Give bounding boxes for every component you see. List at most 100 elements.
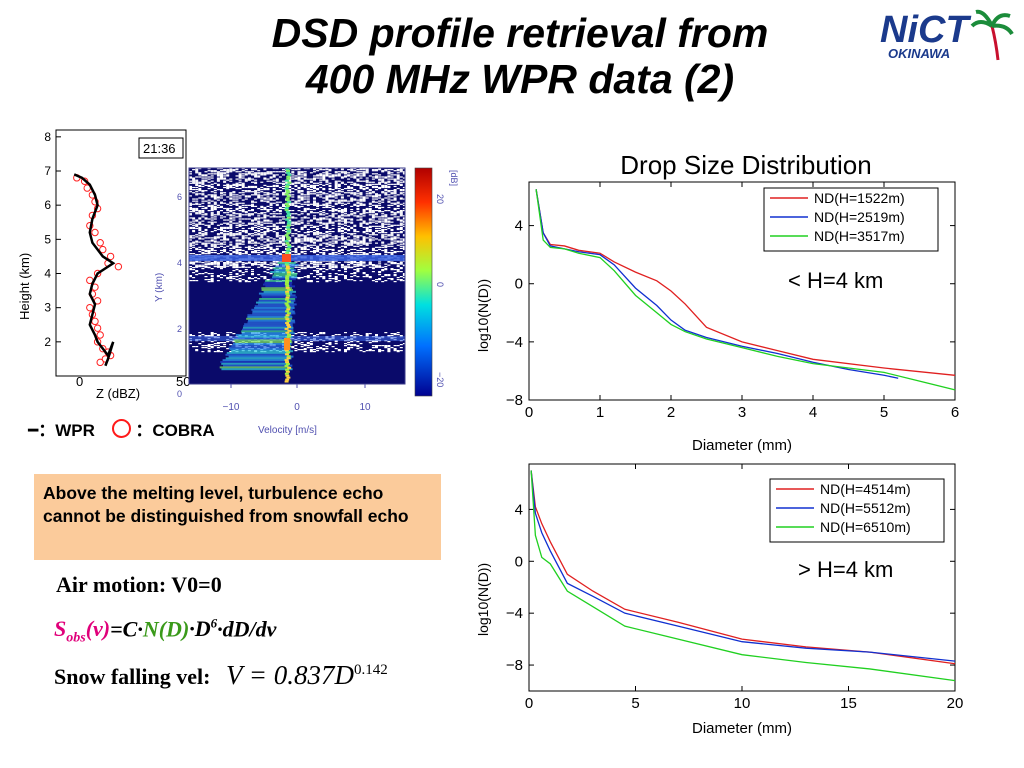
noise-speckle xyxy=(328,278,332,280)
noise-speckle xyxy=(396,207,400,210)
noise-speckle xyxy=(272,171,276,173)
noise-speckle xyxy=(331,248,335,251)
noise-speckle xyxy=(220,266,223,268)
noise-speckle xyxy=(210,346,214,348)
noise-speckle xyxy=(232,265,236,267)
noise-speckle xyxy=(288,180,292,182)
noise-speckle xyxy=(353,213,357,215)
y-tick-label: 4 xyxy=(44,267,51,281)
noise-speckle xyxy=(232,196,236,198)
noise-speckle xyxy=(192,192,196,194)
noise-speckle xyxy=(340,242,344,244)
noise-speckle xyxy=(368,276,372,278)
noise-speckle xyxy=(347,262,351,264)
noise-speckle xyxy=(402,246,405,248)
noise-speckle xyxy=(216,172,220,174)
noise-speckle xyxy=(316,189,320,191)
noise-speckle xyxy=(241,170,245,172)
spec-x-tick-label: −10 xyxy=(223,402,240,413)
noise-speckle xyxy=(344,173,347,175)
noise-speckle xyxy=(365,254,369,256)
noise-speckle xyxy=(257,233,261,235)
noise-speckle xyxy=(291,272,295,274)
turbulence-echo xyxy=(286,238,291,241)
noise-speckle xyxy=(393,262,397,264)
noise-speckle xyxy=(303,243,307,245)
noise-speckle xyxy=(266,244,270,246)
turbulence-echo xyxy=(284,353,289,356)
noise-speckle xyxy=(325,348,329,350)
noise-speckle xyxy=(198,233,202,235)
noise-speckle xyxy=(275,185,279,188)
noise-speckle xyxy=(269,213,273,215)
noise-speckle xyxy=(272,261,276,263)
y-tick-label: 7 xyxy=(44,164,51,178)
noise-speckle xyxy=(350,254,354,256)
noise-speckle xyxy=(303,174,307,176)
noise-speckle xyxy=(306,207,310,210)
noise-speckle xyxy=(337,199,341,201)
noise-speckle xyxy=(257,170,261,172)
noise-speckle xyxy=(201,197,205,199)
noise-speckle xyxy=(192,177,196,179)
noise-speckle xyxy=(396,181,400,183)
noise-speckle xyxy=(375,279,378,281)
noise-speckle xyxy=(381,180,385,182)
noise-speckle xyxy=(238,192,242,194)
noise-speckle xyxy=(337,219,341,221)
noise-speckle xyxy=(368,222,372,224)
noise-speckle xyxy=(207,335,211,337)
turbulence-echo xyxy=(285,370,290,373)
noise-speckle xyxy=(344,218,347,220)
noise-speckle xyxy=(220,175,223,177)
noise-speckle xyxy=(396,174,400,176)
noise-speckle xyxy=(207,281,211,283)
noise-speckle xyxy=(322,214,326,216)
noise-speckle xyxy=(192,269,196,271)
turbulence-echo xyxy=(285,285,290,287)
turbulence-echo xyxy=(285,189,290,192)
noise-speckle xyxy=(269,197,273,199)
noise-speckle xyxy=(223,262,227,264)
noise-speckle xyxy=(257,175,261,177)
echo-strip xyxy=(225,357,292,360)
noise-speckle xyxy=(316,170,320,172)
noise-speckle xyxy=(306,345,310,347)
noise-speckle xyxy=(266,243,270,245)
noise-speckle xyxy=(257,172,261,174)
noise-speckle xyxy=(192,226,196,228)
noise-speckle xyxy=(331,253,335,255)
noise-speckle xyxy=(313,349,316,351)
noise-speckle xyxy=(195,168,199,170)
noise-speckle xyxy=(316,239,320,241)
noise-speckle xyxy=(263,192,267,194)
noise-speckle xyxy=(375,205,378,207)
noise-speckle xyxy=(387,173,391,175)
turbulence-echo xyxy=(285,265,290,268)
noise-speckle xyxy=(195,264,199,266)
noise-speckle xyxy=(368,208,372,211)
noise-speckle xyxy=(251,210,254,212)
noise-speckle xyxy=(247,177,251,179)
noise-speckle xyxy=(334,220,338,222)
noise-speckle xyxy=(220,227,223,230)
noise-speckle xyxy=(275,253,279,255)
profile-marks xyxy=(73,173,123,367)
noise-speckle xyxy=(396,169,400,171)
noise-speckle xyxy=(365,193,369,195)
noise-speckle xyxy=(257,217,261,219)
noise-speckle xyxy=(226,185,230,188)
noise-speckle xyxy=(285,182,289,184)
noise-speckle xyxy=(362,253,366,255)
turbulence-echo xyxy=(286,169,291,172)
noise-speckle xyxy=(328,182,332,184)
noise-speckle xyxy=(220,176,223,178)
noise-speckle xyxy=(350,176,354,178)
noise-speckle xyxy=(235,213,239,215)
noise-speckle xyxy=(204,243,208,245)
noise-speckle xyxy=(337,194,341,196)
noise-speckle xyxy=(251,169,254,171)
noise-speckle xyxy=(371,181,375,183)
noise-speckle xyxy=(223,344,227,346)
noise-speckle xyxy=(387,275,391,277)
